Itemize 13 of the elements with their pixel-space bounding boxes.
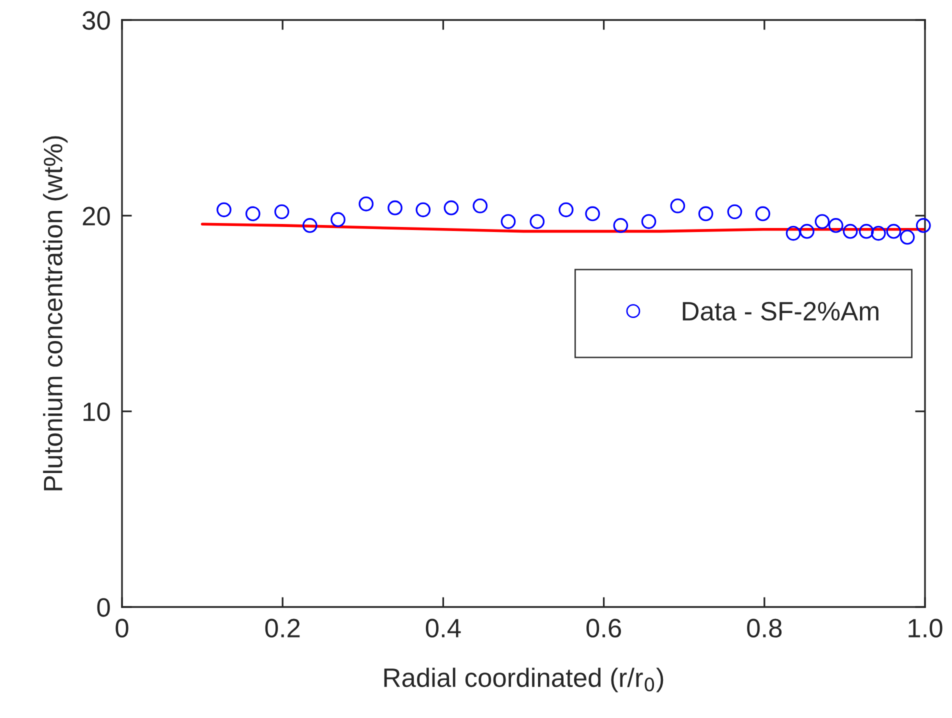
y-tick-label: 30: [82, 11, 110, 30]
x-tick-label: 1.0: [908, 618, 942, 638]
legend-label: Data - SF-2%Am: [682, 302, 878, 321]
x-tick-label: 0.8: [747, 618, 782, 638]
y-tick-label: 10: [84, 402, 110, 422]
x-axis-title: Radial coordinated (r/r$_{0}$): [384, 668, 664, 692]
x-tick-label: 0.6: [586, 618, 621, 638]
y-tick-label: 20: [82, 206, 110, 226]
x-tick-label: 0: [116, 618, 128, 638]
y-axis-title: Plutonium concentration (wt%): [43, 136, 68, 490]
y-tick-label: 0: [97, 598, 110, 617]
x-tick-label: 0.2: [265, 618, 300, 638]
x-tick-label: 0.4: [426, 618, 461, 638]
